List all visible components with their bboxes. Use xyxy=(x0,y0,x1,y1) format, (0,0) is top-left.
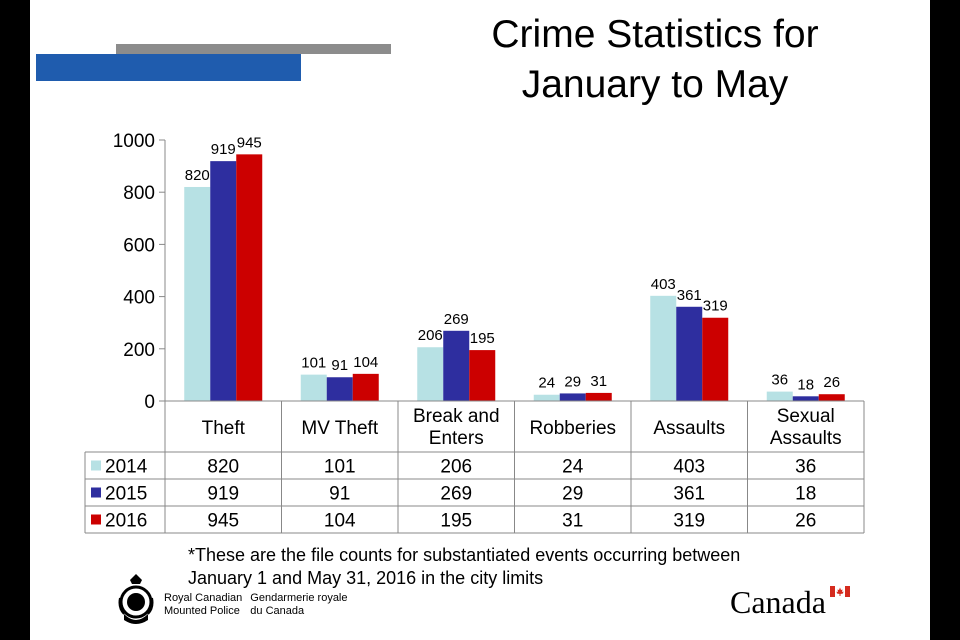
bar xyxy=(326,377,353,401)
y-tick-label: 600 xyxy=(123,235,155,256)
table-value: 269 xyxy=(440,484,472,505)
y-tick-label: 1000 xyxy=(113,131,155,152)
bar xyxy=(792,396,819,401)
bar xyxy=(676,306,703,401)
bar-data-label: 403 xyxy=(651,276,676,293)
bar-data-label: 101 xyxy=(301,355,326,372)
table-value: 18 xyxy=(795,484,816,505)
bar xyxy=(585,392,612,401)
bar xyxy=(236,154,263,401)
decorative-gray-bar xyxy=(116,44,391,54)
table-value: 36 xyxy=(795,457,816,478)
bar-data-label: 18 xyxy=(797,376,814,393)
category-label: Robberies xyxy=(529,418,616,439)
bar-data-label: 36 xyxy=(771,372,788,389)
category-label: Theft xyxy=(202,418,246,439)
title-line-2: January to May xyxy=(521,63,789,106)
canada-wordmark-logo: Canada xyxy=(730,582,860,622)
rcmp-fr-line-1: Gendarmerie royale xyxy=(250,592,348,604)
decorative-blue-bar xyxy=(36,54,301,81)
bar-data-label: 319 xyxy=(703,298,728,315)
bar-data-label: 91 xyxy=(331,357,348,374)
bar xyxy=(352,373,379,401)
bar-data-label: 104 xyxy=(353,354,378,371)
slide: Crime Statistics for January to May 0 200… xyxy=(30,0,930,640)
bar-data-label: 26 xyxy=(823,374,840,391)
bar xyxy=(443,330,470,401)
bar-data-label: 919 xyxy=(211,141,236,158)
y-tick-label: 200 xyxy=(123,340,155,361)
table-value: 31 xyxy=(562,511,583,532)
table-value: 24 xyxy=(562,457,584,478)
rcmp-wordmark: Royal Canadian Mounted Police Gendarmeri… xyxy=(164,592,356,618)
table-value: 820 xyxy=(207,457,239,478)
bar xyxy=(702,317,729,401)
table-value: 104 xyxy=(324,511,356,532)
legend-swatch xyxy=(91,487,101,498)
footnote-line-1: *These are the file counts for substanti… xyxy=(188,545,741,565)
bar xyxy=(818,394,845,401)
table-value: 91 xyxy=(329,484,350,505)
table-value: 403 xyxy=(673,457,705,478)
bar xyxy=(184,186,211,401)
bar xyxy=(417,347,444,401)
bar-data-label: 206 xyxy=(418,327,443,344)
table-value: 195 xyxy=(440,511,472,532)
rcmp-en-line-2: Mounted Police xyxy=(164,605,240,617)
bar-data-label: 945 xyxy=(237,134,262,151)
bar xyxy=(469,350,496,401)
canada-flag-icon xyxy=(830,586,850,597)
rcmp-en-line-1: Royal Canadian xyxy=(164,592,243,604)
bar xyxy=(559,393,586,401)
bar xyxy=(210,161,237,401)
category-label: MV Theft xyxy=(301,418,378,439)
table-value: 206 xyxy=(440,457,472,478)
bar-data-label: 29 xyxy=(564,373,581,390)
bar xyxy=(533,394,560,401)
category-label: Sexual Assaults xyxy=(770,406,842,449)
table-value: 26 xyxy=(795,511,816,532)
legend-label: 2016 xyxy=(105,511,147,532)
slide-title: Crime Statistics for January to May xyxy=(420,10,890,110)
y-tick-label: 0 xyxy=(144,392,155,413)
rcmp-logo: Royal Canadian Mounted Police Gendarmeri… xyxy=(112,570,372,630)
bar xyxy=(300,374,327,401)
category-label: Assaults xyxy=(653,418,725,439)
table-value: 319 xyxy=(673,511,705,532)
table-value: 919 xyxy=(207,484,239,505)
rcmp-crest-icon xyxy=(118,574,154,624)
table-value: 945 xyxy=(207,511,239,532)
category-label: Break and Enters xyxy=(413,406,500,449)
bar-data-label: 195 xyxy=(470,330,495,347)
legend-swatch xyxy=(91,514,101,525)
legend-swatch xyxy=(91,460,101,471)
bar-data-label: 820 xyxy=(185,167,210,184)
footnote: *These are the file counts for substanti… xyxy=(188,544,908,590)
title-line-1: Crime Statistics for xyxy=(491,13,819,56)
legend-label: 2015 xyxy=(105,484,147,505)
rcmp-fr-line-2: du Canada xyxy=(250,605,305,617)
bar xyxy=(766,391,793,401)
bar-data-label: 31 xyxy=(590,373,607,390)
bar-data-label: 361 xyxy=(677,287,702,304)
footnote-line-2: January 1 and May 31, 2016 in the city l… xyxy=(188,568,544,588)
legend-label: 2014 xyxy=(105,457,148,478)
bar-data-label: 269 xyxy=(444,311,469,328)
table-value: 101 xyxy=(324,457,356,478)
canada-wordmark: Canada xyxy=(730,584,826,620)
table-value: 361 xyxy=(673,484,705,505)
y-tick-label: 800 xyxy=(123,183,155,204)
table-value: 29 xyxy=(562,484,583,505)
y-tick-label: 400 xyxy=(123,288,155,309)
bar xyxy=(650,295,677,401)
bar-data-label: 24 xyxy=(538,375,555,392)
